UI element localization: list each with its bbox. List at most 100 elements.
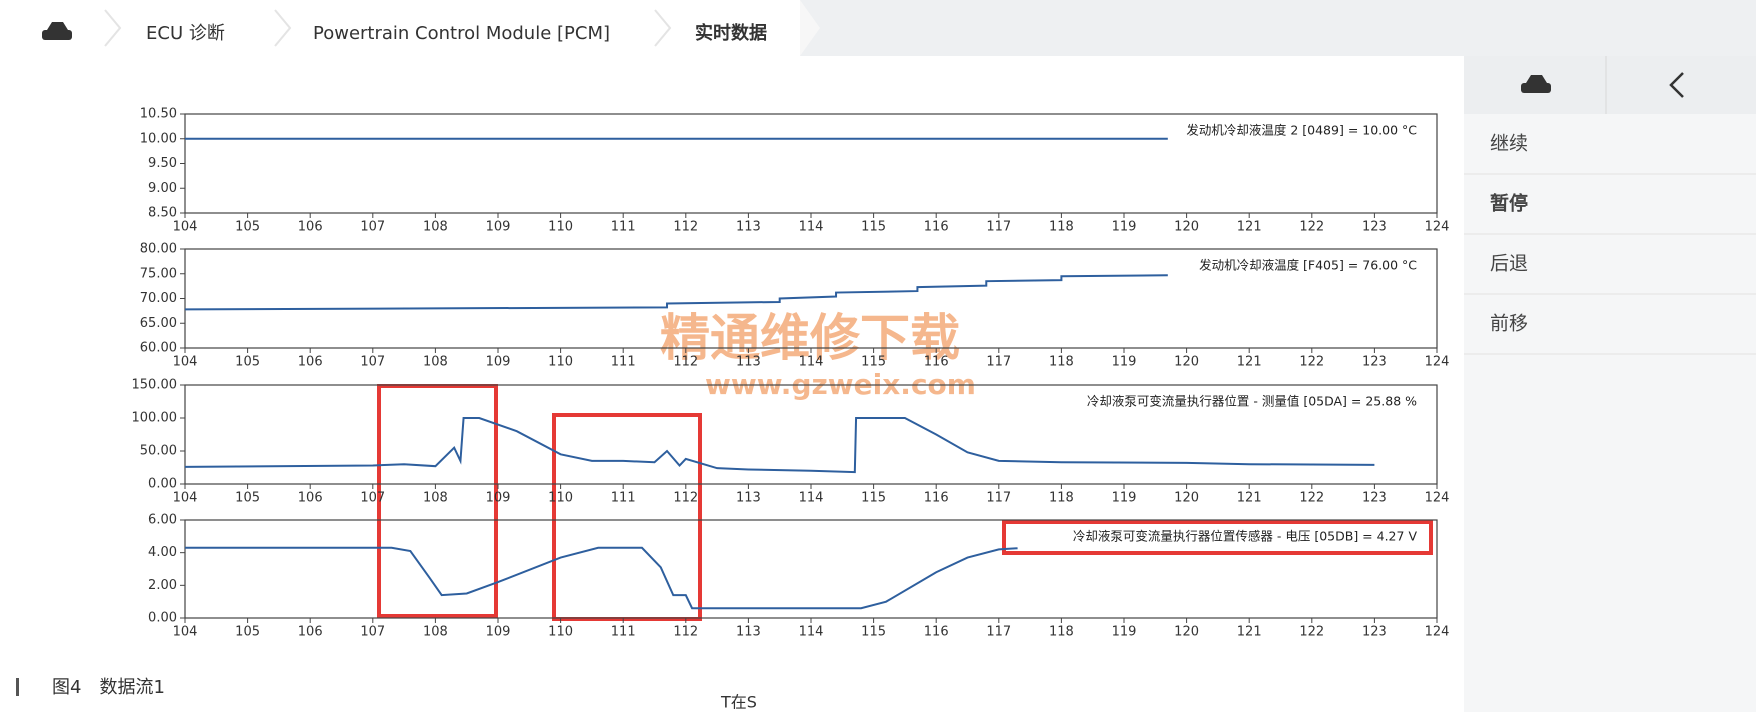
y-tick-label: 9.00 — [148, 181, 177, 196]
series-annotation: 冷却液泵可变流量执行器位置 - 测量值 [05DA] = 25.88 % — [1087, 394, 1417, 409]
x-tick-label: 124 — [1425, 625, 1450, 640]
x-tick-label: 105 — [235, 491, 260, 506]
car-button[interactable] — [1521, 75, 1551, 93]
breadcrumb[interactable]: Powertrain Control Module [PCM] — [313, 23, 610, 44]
x-tick-label: 116 — [924, 220, 949, 235]
x-tick-label: 119 — [1112, 491, 1137, 506]
x-tick-label: 108 — [423, 220, 448, 235]
y-tick-label: 70.00 — [140, 291, 177, 306]
y-tick-label: 10.00 — [140, 131, 177, 146]
x-tick-label: 109 — [486, 625, 511, 640]
breadcrumb[interactable]: ECU 诊断 — [146, 23, 225, 44]
x-tick-label: 116 — [924, 491, 949, 506]
x-tick-label: 112 — [673, 220, 698, 235]
y-tick-label: 8.50 — [148, 206, 177, 221]
x-tick-label: 122 — [1299, 220, 1324, 235]
x-tick-label: 112 — [673, 355, 698, 370]
x-tick-label: 121 — [1237, 625, 1262, 640]
x-tick-label: 114 — [799, 491, 824, 506]
x-tick-label: 114 — [799, 625, 824, 640]
x-tick-label: 117 — [986, 625, 1011, 640]
x-tick-label: 114 — [799, 220, 824, 235]
x-tick-label: 119 — [1112, 625, 1137, 640]
x-tick-label: 111 — [611, 220, 636, 235]
x-axis-label: T在S — [720, 693, 757, 712]
x-tick-label: 115 — [861, 355, 886, 370]
caption: 图4 数据流1 — [52, 677, 165, 698]
x-tick-label: 123 — [1362, 625, 1387, 640]
x-tick-label: 106 — [298, 625, 323, 640]
y-tick-label: 75.00 — [140, 266, 177, 281]
highlight-box — [377, 384, 498, 618]
x-tick-label: 115 — [861, 491, 886, 506]
car-icon[interactable] — [42, 22, 72, 40]
x-tick-label: 108 — [423, 491, 448, 506]
watermark: 精通维修下载 — [660, 308, 960, 367]
x-tick-label: 120 — [1174, 625, 1199, 640]
x-tick-label: 122 — [1299, 355, 1324, 370]
highlight-box — [552, 413, 702, 621]
y-tick-label: 0.00 — [148, 477, 177, 492]
x-tick-label: 120 — [1174, 491, 1199, 506]
menu-item[interactable]: 前移 — [1490, 313, 1528, 335]
x-tick-label: 107 — [360, 220, 385, 235]
x-tick-label: 121 — [1237, 355, 1262, 370]
x-tick-label: 106 — [298, 355, 323, 370]
x-tick-label: 113 — [736, 355, 761, 370]
x-tick-label: 123 — [1362, 220, 1387, 235]
sidebar — [1464, 56, 1756, 712]
menu-item[interactable]: 暂停 — [1490, 192, 1528, 215]
breadcrumb[interactable]: 实时数据 — [695, 22, 767, 44]
x-tick-label: 104 — [173, 625, 198, 640]
y-tick-label: 6.00 — [148, 513, 177, 528]
data-line — [184, 274, 1168, 311]
x-tick-label: 112 — [673, 491, 698, 506]
y-tick-label: 2.00 — [148, 578, 177, 593]
x-tick-label: 107 — [360, 355, 385, 370]
x-tick-label: 118 — [1049, 355, 1074, 370]
menu-item[interactable]: 后退 — [1490, 253, 1528, 275]
x-tick-label: 118 — [1049, 220, 1074, 235]
x-tick-label: 120 — [1174, 355, 1199, 370]
crumb-sep — [104, 9, 122, 47]
x-tick-label: 124 — [1425, 491, 1450, 506]
breadcrumb-bar — [0, 0, 800, 56]
y-tick-label: 60.00 — [140, 341, 177, 356]
x-tick-label: 117 — [986, 220, 1011, 235]
data-line — [185, 546, 1018, 610]
series-annotation: 发动机冷却液温度 2 [0489] = 10.00 °C — [1186, 123, 1417, 138]
x-tick-label: 111 — [611, 355, 636, 370]
series-annotation: 冷却液泵可变流量执行器位置传感器 - 电压 [05DB] = 4.27 V — [1073, 529, 1418, 544]
x-tick-label: 115 — [861, 220, 886, 235]
x-tick-label: 120 — [1174, 220, 1199, 235]
x-tick-label: 108 — [423, 625, 448, 640]
x-tick-label: 124 — [1425, 355, 1450, 370]
x-tick-label: 105 — [235, 355, 260, 370]
breadcrumb-tail — [800, 0, 1756, 56]
x-tick-label: 104 — [173, 355, 198, 370]
x-tick-label: 107 — [360, 625, 385, 640]
x-tick-label: 110 — [548, 220, 573, 235]
x-tick-label: 111 — [611, 491, 636, 506]
back-button[interactable] — [1669, 72, 1684, 98]
x-tick-label: 124 — [1425, 220, 1450, 235]
x-tick-label: 105 — [235, 220, 260, 235]
y-tick-label: 50.00 — [140, 444, 177, 459]
x-tick-label: 104 — [173, 220, 198, 235]
x-tick-label: 109 — [486, 355, 511, 370]
x-tick-label: 106 — [298, 220, 323, 235]
data-line — [184, 417, 1375, 474]
y-tick-label: 80.00 — [140, 242, 177, 257]
x-tick-label: 113 — [736, 220, 761, 235]
x-tick-label: 109 — [486, 491, 511, 506]
x-tick-label: 111 — [611, 625, 636, 640]
y-tick-label: 150.00 — [132, 378, 178, 393]
menu-item[interactable]: 继续 — [1490, 133, 1528, 155]
x-tick-label: 118 — [1049, 491, 1074, 506]
y-tick-label: 10.50 — [140, 107, 177, 122]
x-tick-label: 113 — [736, 625, 761, 640]
x-tick-label: 114 — [799, 355, 824, 370]
y-tick-label: 100.00 — [132, 411, 178, 426]
x-tick-label: 105 — [235, 625, 260, 640]
